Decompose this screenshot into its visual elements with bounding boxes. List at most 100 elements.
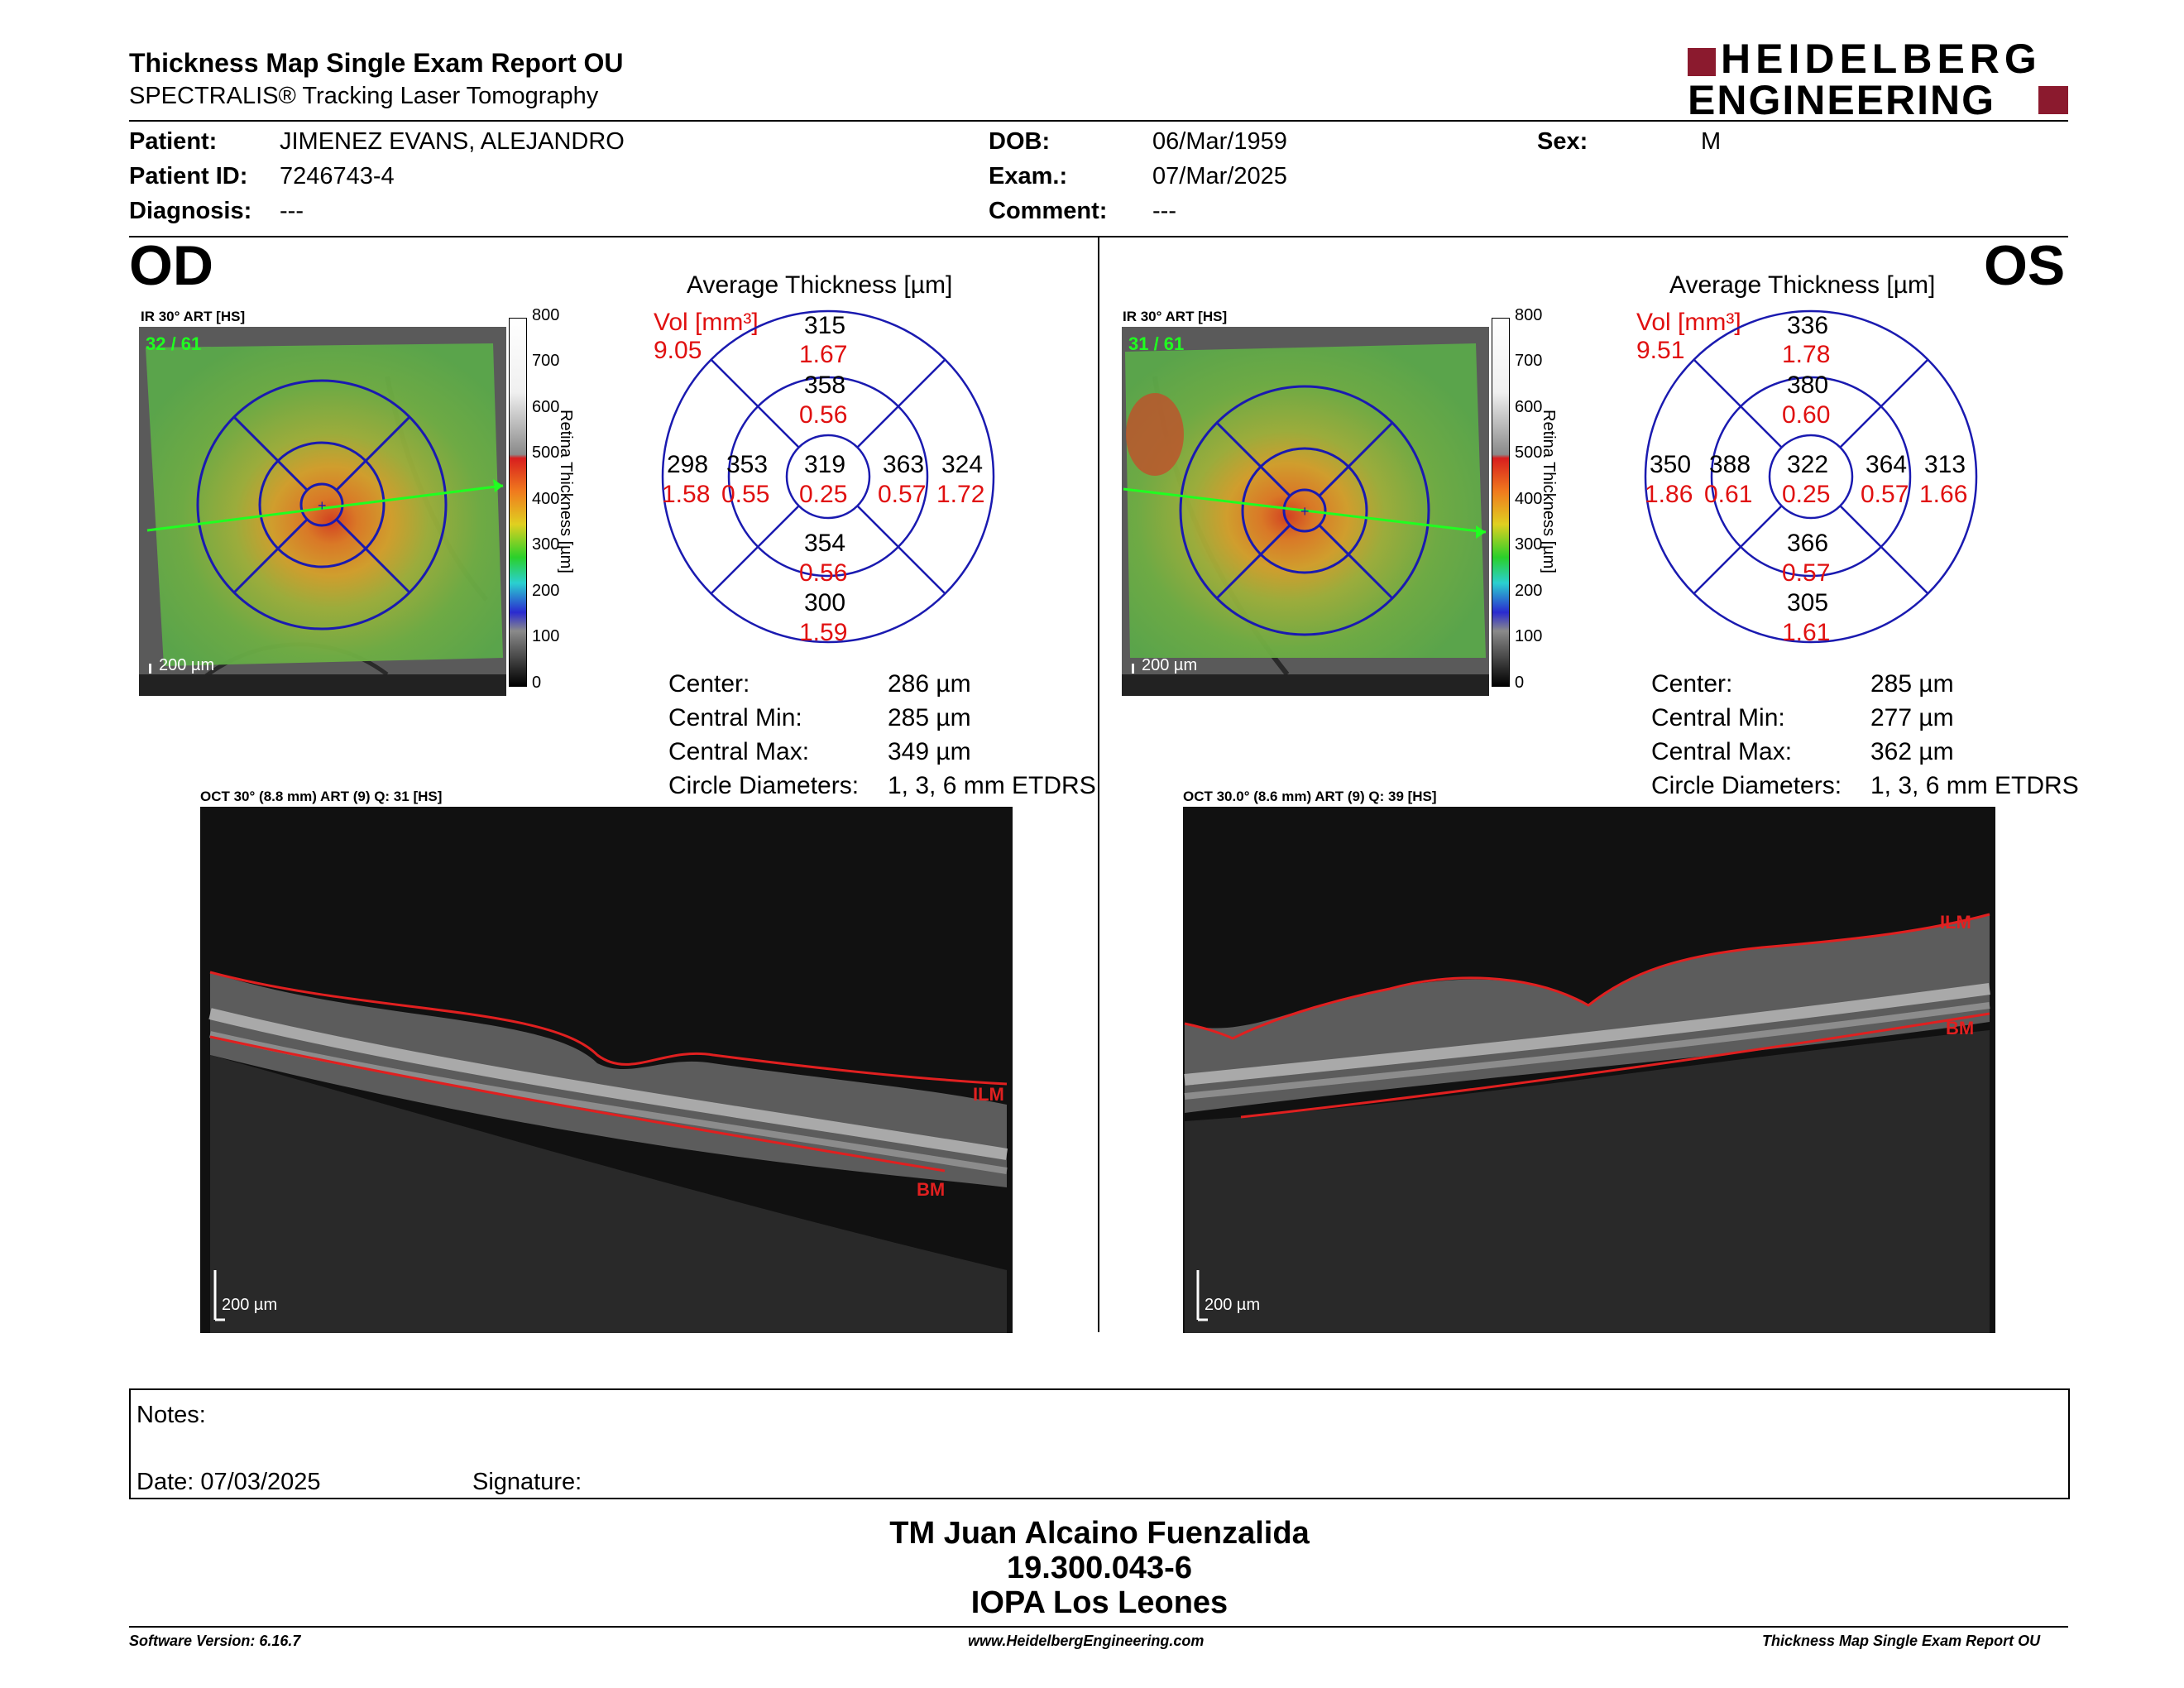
os-center-volume: 0.25: [1782, 481, 1831, 508]
patient-id-label: Patient ID:: [129, 163, 248, 189]
logo-line1: HEIDELBERG: [1721, 36, 2042, 82]
od-ir-fundus-image: [139, 327, 506, 696]
os-nas-outer-thickness: 350: [1650, 451, 1692, 478]
patient-label: Patient:: [129, 128, 218, 155]
report-subtitle: SPECTRALIS® Tracking Laser Tomography: [129, 83, 599, 109]
od-inf-outer-volume: 1.59: [799, 619, 848, 646]
os-nas-outer-volume: 1.86: [1645, 481, 1693, 508]
os-sup-inner-volume: 0.60: [1782, 401, 1831, 429]
os-cbar-tick-200: 200: [1515, 582, 1543, 600]
os-vol-label: Vol [mm³]: [1636, 309, 1741, 336]
diagnosis-value: ---: [280, 198, 304, 224]
notes-label: Notes:: [136, 1402, 206, 1428]
od-oct-label: OCT 30° (8.8 mm) ART (9) Q: 31 [HS]: [200, 789, 443, 804]
od-cbar-tick-200: 200: [532, 582, 560, 600]
os-center-value: 285 µm: [1870, 670, 1954, 698]
od-ir-scale-bar: [149, 664, 151, 674]
os-oct-bscan-image: [1183, 807, 1995, 1333]
os-cbar-tick-700: 700: [1515, 352, 1543, 370]
footer-report-name: Thickness Map Single Exam Report OU: [1762, 1633, 2041, 1649]
logo-square-top: [1688, 48, 1716, 76]
comment-value: ---: [1152, 198, 1176, 224]
od-oct-scale: 200 µm: [222, 1296, 278, 1314]
os-temp-inner-thickness: 364: [1866, 451, 1908, 478]
os-nas-inner-thickness: 388: [1709, 451, 1751, 478]
od-cbar-tick-100: 100: [532, 627, 560, 645]
os-ir-counter: 31 / 61: [1128, 333, 1185, 354]
dob-value: 06/Mar/1959: [1152, 128, 1287, 155]
od-cbar-tick-500: 500: [532, 444, 560, 462]
os-temp-inner-volume: 0.57: [1861, 481, 1909, 508]
footer-software-version: Software Version: 6.16.7: [129, 1633, 301, 1649]
od-oct-ilm-label: ILM: [973, 1084, 1004, 1105]
od-center-volume: 0.25: [799, 481, 848, 508]
os-cbar-tick-400: 400: [1515, 490, 1543, 508]
od-central-min-label: Central Min:: [668, 704, 802, 731]
od-cbar-tick-600: 600: [532, 398, 560, 416]
os-circle-diam-value: 1, 3, 6 mm ETDRS: [1870, 772, 2079, 799]
od-ir-scale: 200 µm: [159, 656, 215, 674]
notes-date: Date: 07/03/2025: [136, 1469, 321, 1495]
os-cbar-tick-500: 500: [1515, 444, 1543, 462]
patient-name: JIMENEZ EVANS, ALEJANDRO: [280, 128, 625, 155]
report-title: Thickness Map Single Exam Report OU: [129, 48, 624, 78]
os-ir-label: IR 30° ART [HS]: [1123, 309, 1228, 324]
os-sup-inner-thickness: 380: [1787, 372, 1829, 399]
od-sup-outer-volume: 1.67: [799, 341, 848, 368]
od-cbar-tick-0: 0: [532, 674, 542, 692]
od-center-thickness: 319: [804, 451, 846, 478]
eye-divider: [1098, 237, 1099, 1332]
dob-label: DOB:: [989, 128, 1051, 155]
os-temp-outer-thickness: 313: [1924, 451, 1966, 478]
svg-text:+: +: [318, 497, 327, 514]
od-etdrs-grid: [661, 309, 995, 644]
od-temp-inner-volume: 0.57: [878, 481, 927, 508]
os-cbar-tick-600: 600: [1515, 398, 1543, 416]
od-inf-inner-volume: 0.56: [799, 559, 848, 587]
od-sup-inner-thickness: 358: [804, 372, 846, 399]
os-vol-value: 9.51: [1636, 337, 1685, 364]
os-cbar-tick-300: 300: [1515, 535, 1543, 554]
os-eye-label: OS: [1984, 234, 2066, 297]
od-colorbar: [509, 318, 527, 687]
od-eye-label: OD: [129, 234, 213, 297]
logo-square-bottom: [2038, 86, 2068, 114]
od-central-max-value: 349 µm: [888, 738, 971, 765]
sex-value: M: [1701, 128, 1722, 155]
footer-website[interactable]: www.HeidelbergEngineering.com: [968, 1633, 1205, 1649]
signer-org: IOPA Los Leones: [970, 1585, 1228, 1620]
notes-box[interactable]: [129, 1388, 2070, 1499]
od-oct-bscan-image: [200, 807, 1013, 1333]
os-avg-title: Average Thickness [µm]: [1669, 271, 1936, 299]
od-sup-inner-volume: 0.56: [799, 401, 848, 429]
od-sup-outer-thickness: 315: [804, 312, 846, 339]
os-oct-label: OCT 30.0° (8.6 mm) ART (9) Q: 39 [HS]: [1183, 789, 1437, 804]
od-etdrs-overlay: +: [146, 379, 504, 631]
os-colorbar: [1492, 318, 1510, 687]
signer-id: 19.300.043-6: [1007, 1551, 1192, 1585]
signer-name: TM Juan Alcaino Fuenzalida: [889, 1516, 1310, 1551]
heidelberg-logo: HEIDELBERG ENGINEERING: [1688, 36, 2068, 123]
os-sup-outer-thickness: 336: [1787, 312, 1829, 339]
od-temp-outer-thickness: 324: [941, 451, 984, 478]
od-ir-counter: 32 / 61: [146, 333, 202, 354]
od-circle-diam-value: 1, 3, 6 mm ETDRS: [888, 772, 1096, 799]
exam-value: 07/Mar/2025: [1152, 163, 1287, 189]
exam-label: Exam.:: [989, 163, 1068, 189]
os-inf-inner-thickness: 366: [1787, 530, 1829, 557]
od-cbar-tick-700: 700: [532, 352, 560, 370]
od-inf-outer-thickness: 300: [804, 589, 846, 616]
os-oct-ilm-label: ILM: [1940, 912, 1971, 933]
os-circle-diam-label: Circle Diameters:: [1651, 772, 1842, 799]
os-center-label: Center:: [1651, 670, 1733, 698]
od-vol-label: Vol [mm³]: [654, 309, 759, 336]
patient-id: 7246743-4: [280, 163, 395, 189]
od-oct-bm-label: BM: [917, 1179, 946, 1200]
od-inf-inner-thickness: 354: [804, 530, 846, 557]
od-avg-title: Average Thickness [µm]: [687, 271, 953, 299]
footer-divider: [129, 1626, 2068, 1628]
os-central-min-label: Central Min:: [1651, 704, 1785, 731]
os-oct-scale: 200 µm: [1205, 1296, 1261, 1314]
od-central-min-value: 285 µm: [888, 704, 971, 731]
od-circle-diam-label: Circle Diameters:: [668, 772, 860, 799]
